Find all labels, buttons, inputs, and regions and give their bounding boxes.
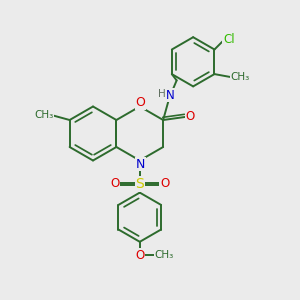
- Text: O: O: [110, 177, 119, 190]
- Text: N: N: [166, 89, 175, 102]
- Text: O: O: [185, 110, 195, 123]
- Text: S: S: [135, 177, 144, 191]
- Text: N: N: [136, 158, 146, 171]
- Text: CH₃: CH₃: [34, 110, 54, 120]
- Text: O: O: [136, 96, 146, 110]
- Text: H: H: [158, 89, 166, 99]
- Text: Cl: Cl: [223, 33, 235, 46]
- Text: CH₃: CH₃: [154, 250, 173, 260]
- Text: CH₃: CH₃: [230, 72, 250, 82]
- Text: O: O: [160, 177, 169, 190]
- Text: O: O: [135, 249, 144, 262]
